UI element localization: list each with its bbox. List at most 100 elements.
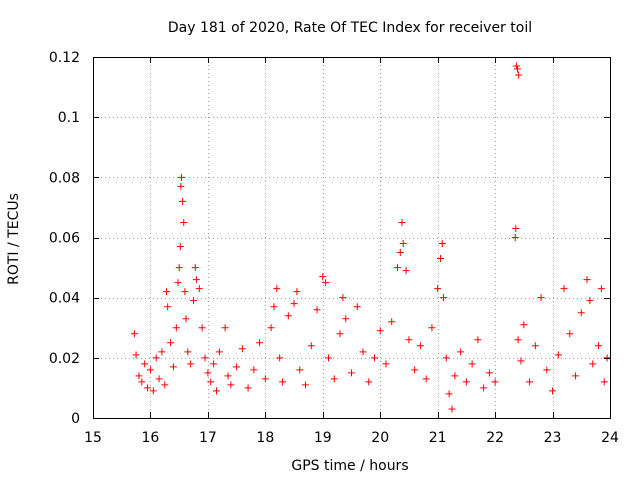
data-point (531, 342, 539, 350)
data-point (517, 357, 525, 365)
data-point (398, 218, 406, 226)
data-point (144, 384, 152, 392)
data-point (348, 369, 355, 377)
data-point (554, 351, 562, 359)
data-point (442, 354, 450, 362)
data-point (284, 312, 292, 320)
data-point (130, 330, 138, 338)
data-point (428, 324, 436, 332)
data-point (290, 300, 298, 308)
data-point (512, 62, 520, 70)
data-point (600, 378, 608, 386)
data-point (319, 273, 327, 281)
data-point (163, 288, 171, 296)
data-point (182, 315, 190, 323)
data-point (176, 243, 184, 251)
data-point (382, 360, 390, 368)
y-tick-label: 0.1 (58, 110, 80, 126)
data-point (167, 339, 175, 347)
data-point (204, 369, 212, 377)
y-tick-label: 0.02 (49, 351, 80, 367)
data-point (359, 348, 367, 356)
data-point (313, 306, 321, 314)
data-point (250, 366, 258, 374)
data-point (270, 303, 278, 311)
x-tick-label: 24 (601, 430, 619, 446)
data-point (169, 363, 177, 371)
data-point (164, 303, 172, 311)
data-point (210, 360, 218, 368)
data-point (514, 65, 522, 73)
data-point (155, 375, 163, 383)
data-point (583, 276, 591, 284)
grid-lines (93, 57, 610, 418)
x-tick-label: 17 (199, 430, 217, 446)
data-point (597, 285, 605, 293)
y-tick-label: 0.04 (49, 291, 80, 307)
data-point (267, 324, 275, 332)
data-point (445, 390, 453, 398)
data-point (566, 330, 574, 338)
data-point (322, 279, 330, 287)
data-point (192, 276, 200, 284)
data-point (256, 339, 264, 347)
data-point (370, 354, 378, 362)
data-point (402, 267, 410, 275)
x-tick-label: 20 (371, 430, 389, 446)
axis-ticks (93, 57, 611, 419)
x-tick-label: 22 (486, 430, 504, 446)
data-point (175, 264, 183, 272)
y-tick-label: 0.12 (49, 50, 80, 66)
data-point (180, 218, 188, 226)
x-tick-label: 23 (544, 430, 562, 446)
data-point (511, 234, 519, 241)
data-point (296, 366, 304, 374)
x-tick-label: 21 (429, 430, 447, 446)
data-point (437, 255, 445, 263)
data-point (201, 354, 209, 362)
data-point (198, 324, 206, 332)
data-point (307, 342, 315, 350)
data-point (191, 264, 199, 272)
data-point (422, 375, 430, 383)
data-point (491, 378, 499, 386)
data-point (161, 381, 169, 389)
data-point (330, 375, 338, 383)
data-point (238, 345, 246, 353)
data-point (526, 378, 534, 386)
data-point (172, 324, 180, 332)
tick-labels: 15 16 17 18 19 20 21 22 23 24 0 0.02 0.04 0.06 0.08 0.1… (49, 50, 619, 446)
data-point (586, 297, 594, 305)
data-point (438, 240, 446, 248)
data-point (448, 405, 456, 413)
data-point (485, 369, 493, 377)
data-point (261, 375, 269, 383)
data-point (336, 330, 344, 338)
data-point (512, 224, 520, 232)
data-point (179, 197, 187, 205)
data-point (388, 318, 396, 326)
data-point (273, 285, 281, 293)
data-point (213, 387, 221, 395)
data-point (135, 372, 143, 380)
data-point (411, 366, 419, 374)
data-point (577, 309, 585, 317)
y-tick-label: 0.06 (49, 231, 80, 247)
data-point (543, 366, 551, 374)
x-axis-title: GPS time / hours (291, 458, 408, 474)
chart-title: Day 181 of 2020, Rate Of TEC Index for r… (168, 20, 532, 36)
data-point (589, 360, 597, 368)
x-tick-label: 16 (142, 430, 160, 446)
data-point (244, 384, 252, 392)
data-point (149, 387, 157, 395)
data-point (138, 378, 146, 386)
data-point (468, 360, 476, 368)
y-tick-label: 0.08 (49, 170, 80, 186)
data-point (339, 294, 347, 302)
x-tick-label: 19 (314, 430, 332, 446)
data-point (325, 354, 333, 362)
data-point (405, 336, 413, 344)
data-point (572, 372, 580, 380)
data-point (439, 294, 447, 302)
